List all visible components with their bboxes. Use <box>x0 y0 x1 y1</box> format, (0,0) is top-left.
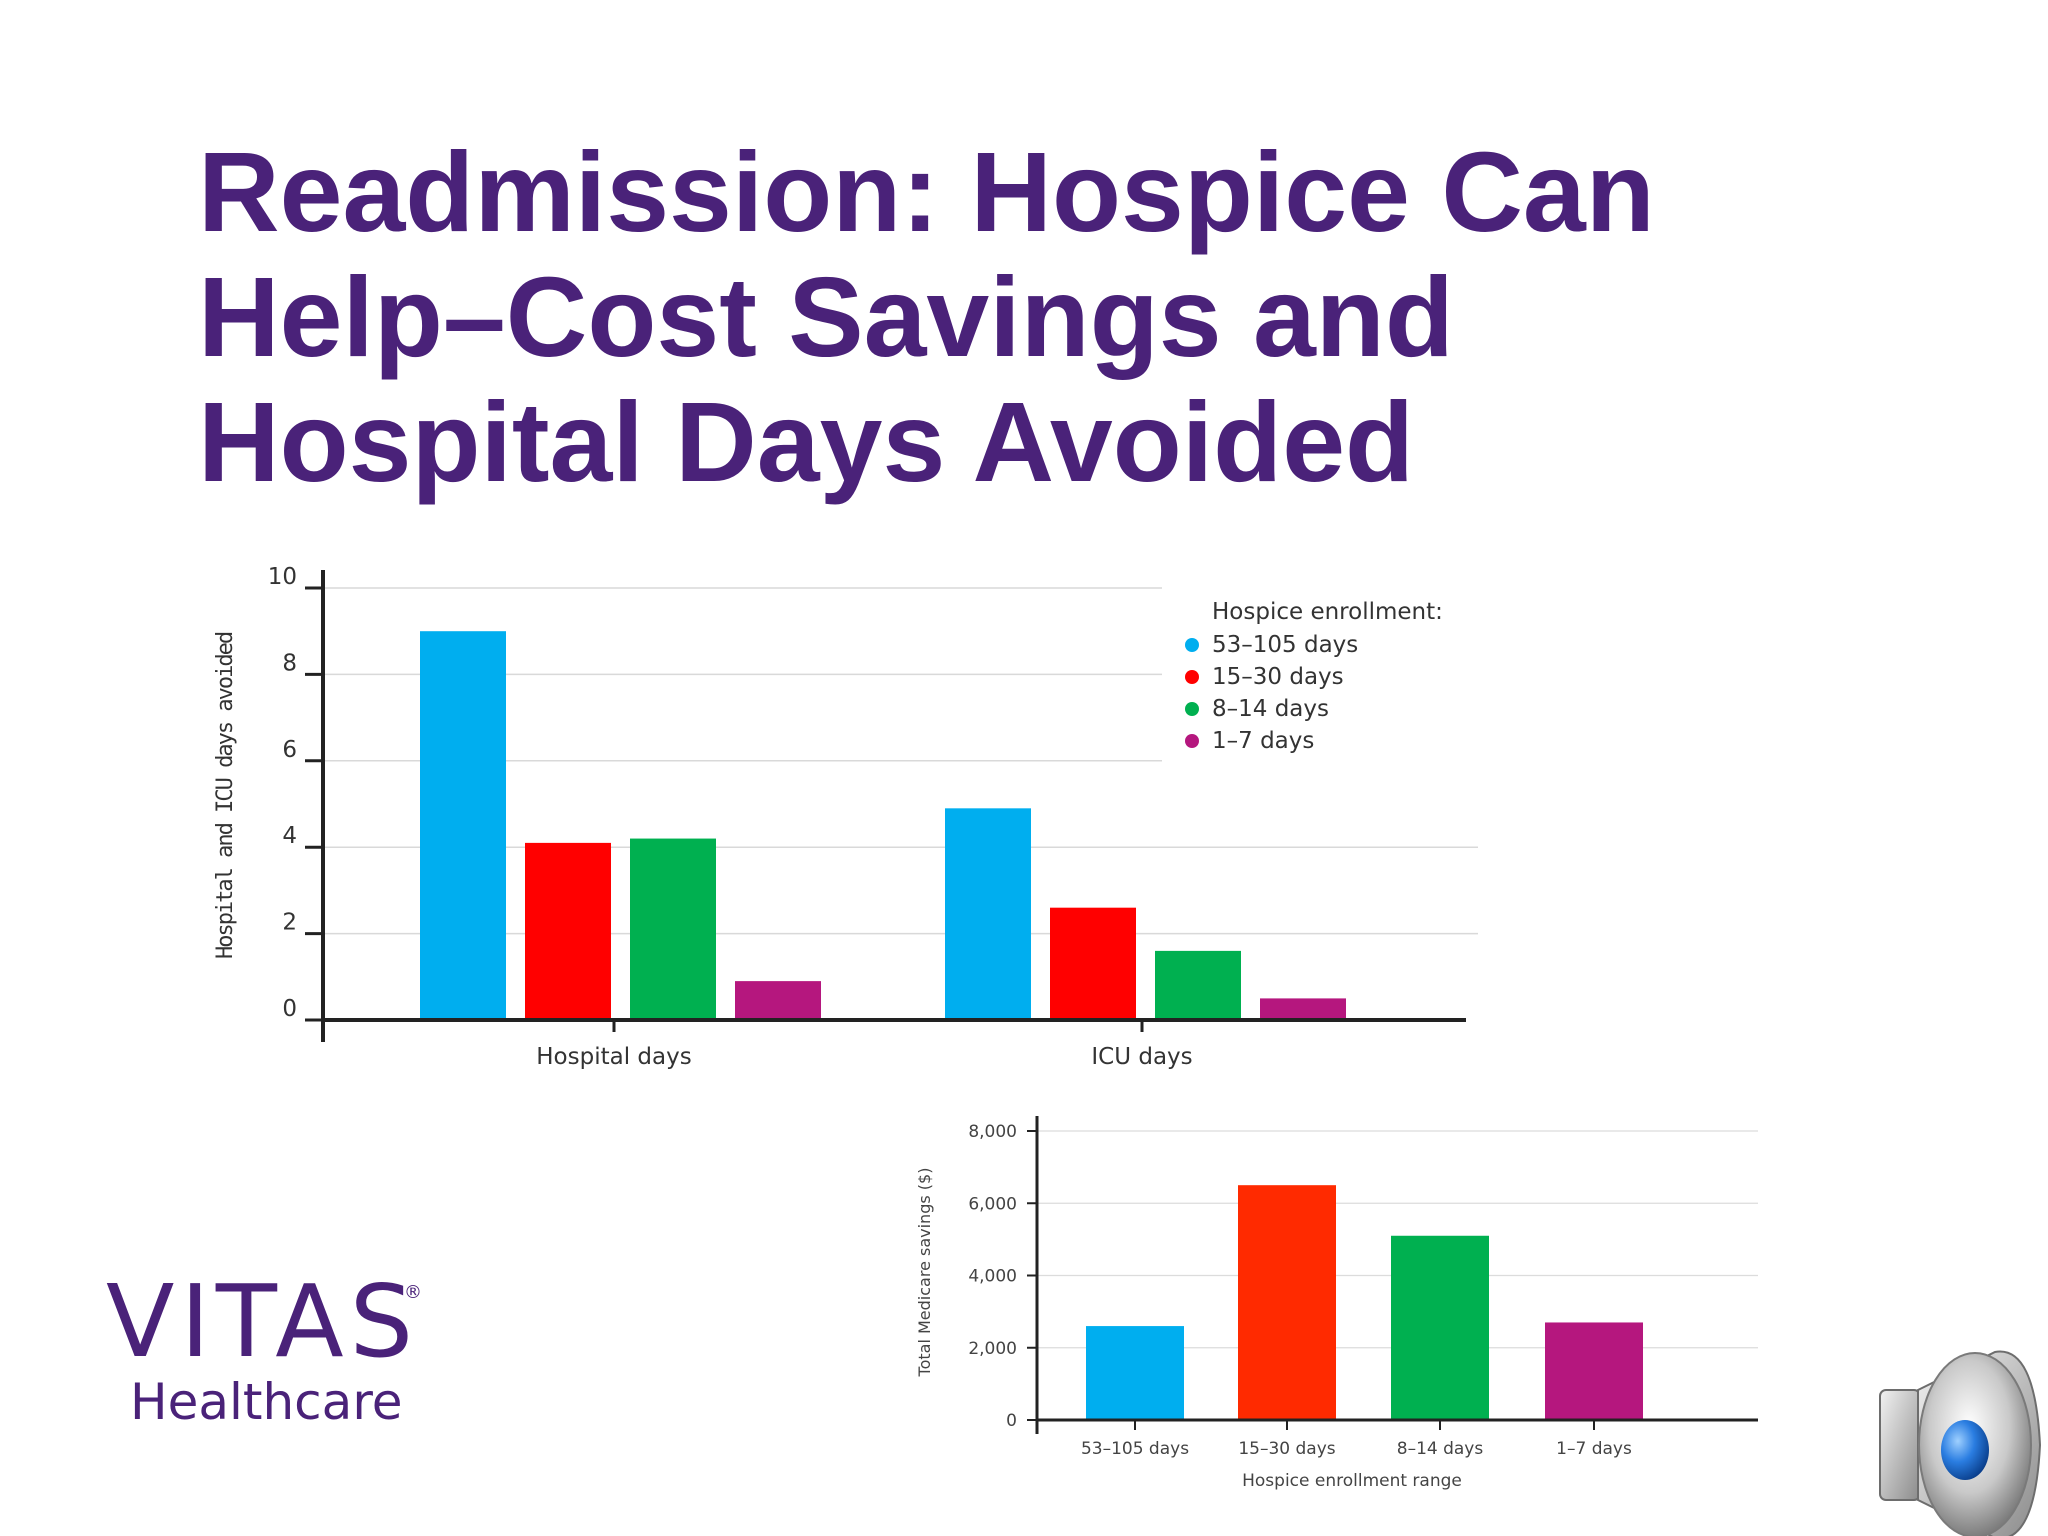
legend-background <box>1162 584 1478 766</box>
y-tick-label: 0 <box>1006 1411 1017 1431</box>
vitas-logo: VITAS <box>106 1263 420 1380</box>
y-tick-label: 2,000 <box>968 1339 1017 1359</box>
bar <box>1086 1326 1184 1420</box>
registered-mark: ® <box>404 1282 422 1303</box>
y-axis-label: Hospital and ICU days avoided <box>213 632 238 959</box>
x-tick-label: 15–30 days <box>1238 1439 1335 1459</box>
title-line-1: Readmission: Hospice Can <box>198 129 1655 255</box>
legend-marker <box>1185 734 1199 748</box>
bar <box>630 838 716 1020</box>
y-tick-label: 8 <box>282 650 297 676</box>
slide-title: Readmission: Hospice Can Help–Cost Savin… <box>198 130 1798 505</box>
title-line-3: Hospital Days Avoided <box>198 379 1415 505</box>
bar <box>1050 907 1136 1020</box>
healthcare-logo-text: Healthcare <box>130 1373 403 1431</box>
legend-marker <box>1185 638 1199 652</box>
bar <box>420 631 506 1020</box>
title-line-2: Help–Cost Savings and <box>198 254 1454 380</box>
legend-label: 8–14 days <box>1212 696 1329 722</box>
x-tick-label: 1–7 days <box>1556 1439 1632 1459</box>
days-avoided-chart: 0 2 4 6 8 10 Hospital days ICU days Hospital and… <box>213 564 1478 1070</box>
bar <box>1238 1185 1336 1420</box>
bar <box>525 842 611 1020</box>
y-axis-label: Total Medicare savings ($) <box>915 1168 934 1378</box>
bar <box>1155 950 1241 1020</box>
x-axis-label: Hospice enrollment range <box>1242 1471 1462 1491</box>
y-tick-label: 6 <box>282 737 297 763</box>
y-tick-label: 0 <box>282 996 297 1022</box>
legend-label: 1–7 days <box>1212 728 1314 754</box>
x-tick-label: 53–105 days <box>1081 1439 1189 1459</box>
legend-label: 15–30 days <box>1212 664 1344 690</box>
y-tick-label: 6,000 <box>968 1194 1017 1214</box>
bar <box>945 808 1031 1020</box>
y-tick-label: 4 <box>282 823 297 849</box>
bar <box>735 981 821 1020</box>
x-tick-label: ICU days <box>1091 1044 1192 1070</box>
x-tick-label: 8–14 days <box>1397 1439 1484 1459</box>
legend-title: Hospice enrollment: <box>1212 599 1443 625</box>
y-tick-label: 4,000 <box>968 1267 1017 1287</box>
bar <box>1545 1322 1643 1420</box>
bar <box>1391 1235 1489 1420</box>
y-tick-label: 2 <box>282 910 297 936</box>
legend-marker <box>1185 670 1199 684</box>
legend-marker <box>1185 702 1199 716</box>
y-tick-label: 8,000 <box>968 1122 1017 1142</box>
y-tick-label: 10 <box>268 564 297 590</box>
bar <box>1260 998 1346 1020</box>
legend-label: 53–105 days <box>1212 632 1358 658</box>
x-tick-label: Hospital days <box>536 1044 691 1070</box>
